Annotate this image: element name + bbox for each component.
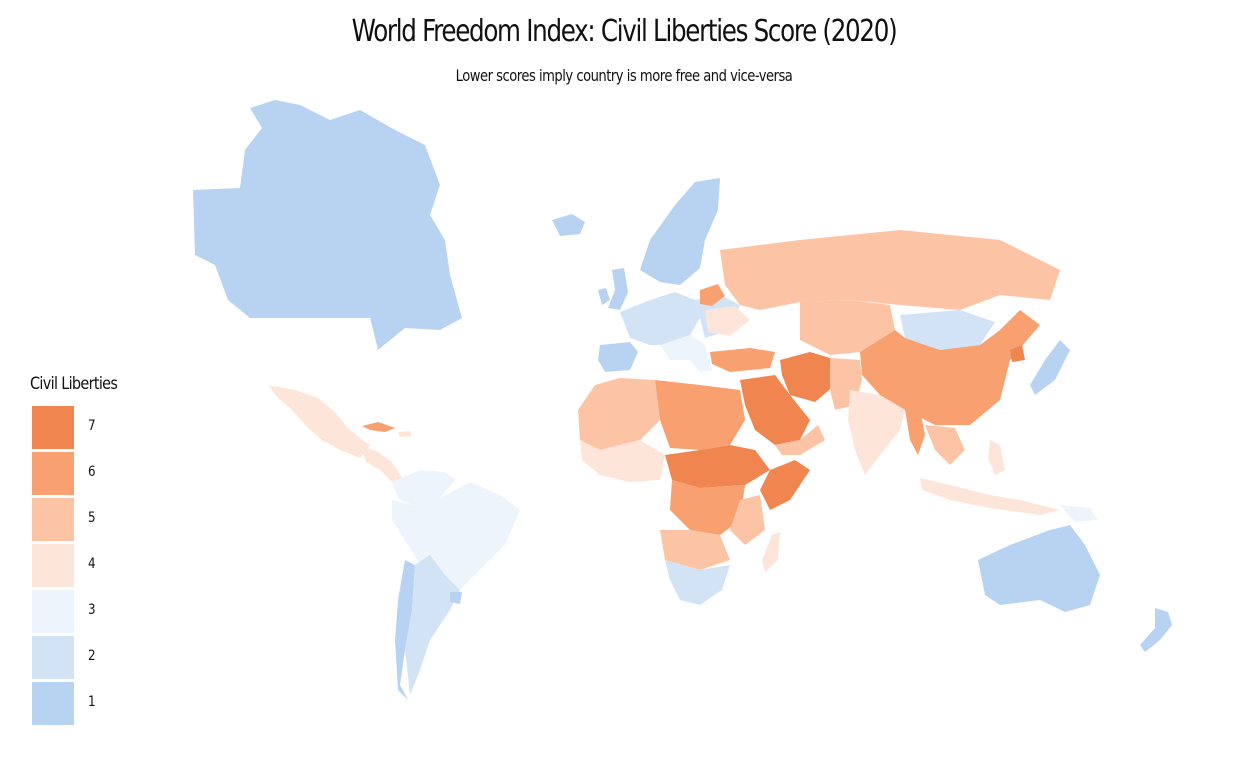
country-kazakhstan: [800, 300, 895, 355]
country-uruguay: [450, 592, 462, 604]
region-north-america: [193, 100, 590, 482]
country-united-states: [250, 318, 378, 392]
legend-label: 5: [88, 510, 96, 526]
country-north-korea: [1010, 345, 1025, 362]
legend-label: 4: [88, 556, 96, 572]
country-iran: [780, 352, 835, 402]
map-title: World Freedom Index: Civil Liberties Sco…: [351, 14, 898, 49]
country-west-africa: [580, 440, 665, 482]
country-uk-ireland: [598, 268, 628, 310]
country-russia: [720, 230, 1060, 310]
legend-item-3: 3: [30, 590, 150, 636]
country-iberia: [598, 342, 638, 372]
legend-item-6: 6: [30, 452, 150, 498]
country-venezuela-colombia: [392, 470, 455, 505]
country-central-africa: [670, 480, 745, 535]
legend-title: Civil Liberties: [30, 374, 118, 394]
legend-swatch: [32, 498, 74, 541]
legend-label: 2: [88, 648, 96, 664]
legend-item-2: 2: [30, 636, 150, 682]
country-mexico: [268, 385, 370, 458]
legend: Civil Liberties 7 6 5 4 3 2 1: [30, 374, 150, 728]
country-middle-east: [740, 375, 810, 445]
legend-swatch: [32, 682, 74, 725]
country-indonesia: [920, 478, 1060, 515]
legend-swatch: [32, 406, 74, 449]
legend-swatch: [32, 636, 74, 679]
region-asia: [740, 300, 1070, 515]
country-italy-balkans: [660, 335, 712, 372]
legend-item-1: 1: [30, 682, 150, 728]
country-papua-new-guinea: [1060, 505, 1098, 522]
country-iceland: [552, 214, 585, 236]
legend-item-4: 4: [30, 544, 150, 590]
country-china: [860, 310, 1040, 425]
country-turkey: [710, 348, 775, 372]
legend-label: 6: [88, 464, 96, 480]
country-brazil: [412, 482, 520, 590]
country-new-zealand: [1140, 608, 1172, 652]
country-yemen-oman: [775, 425, 825, 455]
country-sahel: [665, 445, 770, 488]
country-argentina: [405, 555, 460, 695]
country-east-africa: [730, 495, 765, 545]
legend-swatch: [32, 452, 74, 495]
region-europe: [598, 178, 1060, 372]
country-scandinavia: [640, 178, 720, 285]
region-africa: [578, 378, 810, 605]
country-greenland: [445, 100, 590, 205]
country-canada: [193, 100, 462, 350]
legend-item-7: 7: [30, 406, 150, 452]
country-southeast-asia: [925, 425, 965, 465]
country-myanmar: [905, 410, 925, 455]
country-chile: [395, 560, 415, 700]
country-north-africa-west: [578, 378, 660, 450]
country-western-europe: [620, 292, 700, 345]
country-north-africa-east: [655, 380, 745, 450]
country-australia: [978, 525, 1100, 612]
map-subtitle: Lower scores imply country is more free …: [455, 66, 793, 85]
country-belarus: [700, 284, 725, 306]
legend-label: 7: [88, 418, 96, 434]
country-cuba: [362, 422, 395, 432]
region-south-america: [392, 470, 520, 700]
country-japan: [1030, 340, 1070, 395]
country-madagascar: [762, 532, 780, 572]
region-oceania: [978, 505, 1172, 652]
country-haiti-dr: [398, 431, 412, 437]
country-mongolia: [900, 310, 995, 350]
legend-item-5: 5: [30, 498, 150, 544]
legend-label: 1: [88, 694, 96, 710]
country-horn-of-africa: [760, 460, 810, 510]
legend-swatch: [32, 544, 74, 587]
legend-swatch: [32, 590, 74, 633]
country-india: [848, 390, 905, 475]
country-philippines: [988, 440, 1005, 475]
legend-label: 3: [88, 602, 96, 618]
country-southern-africa: [665, 560, 730, 605]
country-ukraine: [705, 306, 750, 336]
country-angola-zambia: [660, 530, 730, 570]
country-central-america: [360, 445, 402, 482]
country-peru-bolivia: [392, 500, 430, 565]
